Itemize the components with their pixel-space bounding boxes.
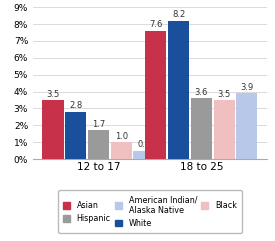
Bar <box>88 130 109 159</box>
Text: 3.9: 3.9 <box>240 83 253 92</box>
Text: 3.5: 3.5 <box>218 90 231 99</box>
Bar <box>236 93 257 159</box>
Text: 0.5: 0.5 <box>137 140 150 149</box>
Bar <box>191 98 212 159</box>
Text: 7.6: 7.6 <box>149 20 163 29</box>
Text: 8.2: 8.2 <box>172 10 185 19</box>
Text: 3.5: 3.5 <box>46 90 60 99</box>
Text: 2.8: 2.8 <box>69 101 82 110</box>
Bar <box>43 100 64 159</box>
Text: 1.7: 1.7 <box>92 120 105 129</box>
Bar <box>168 21 189 159</box>
Bar <box>133 151 154 159</box>
Bar <box>213 100 235 159</box>
Text: 3.6: 3.6 <box>195 88 208 97</box>
Bar <box>111 142 132 159</box>
Bar <box>65 112 86 159</box>
Text: 1.0: 1.0 <box>115 132 128 141</box>
Bar <box>145 31 166 159</box>
Legend: Asian, Hispanic, American Indian/
Alaska Native, White, Black: Asian, Hispanic, American Indian/ Alaska… <box>58 190 242 233</box>
